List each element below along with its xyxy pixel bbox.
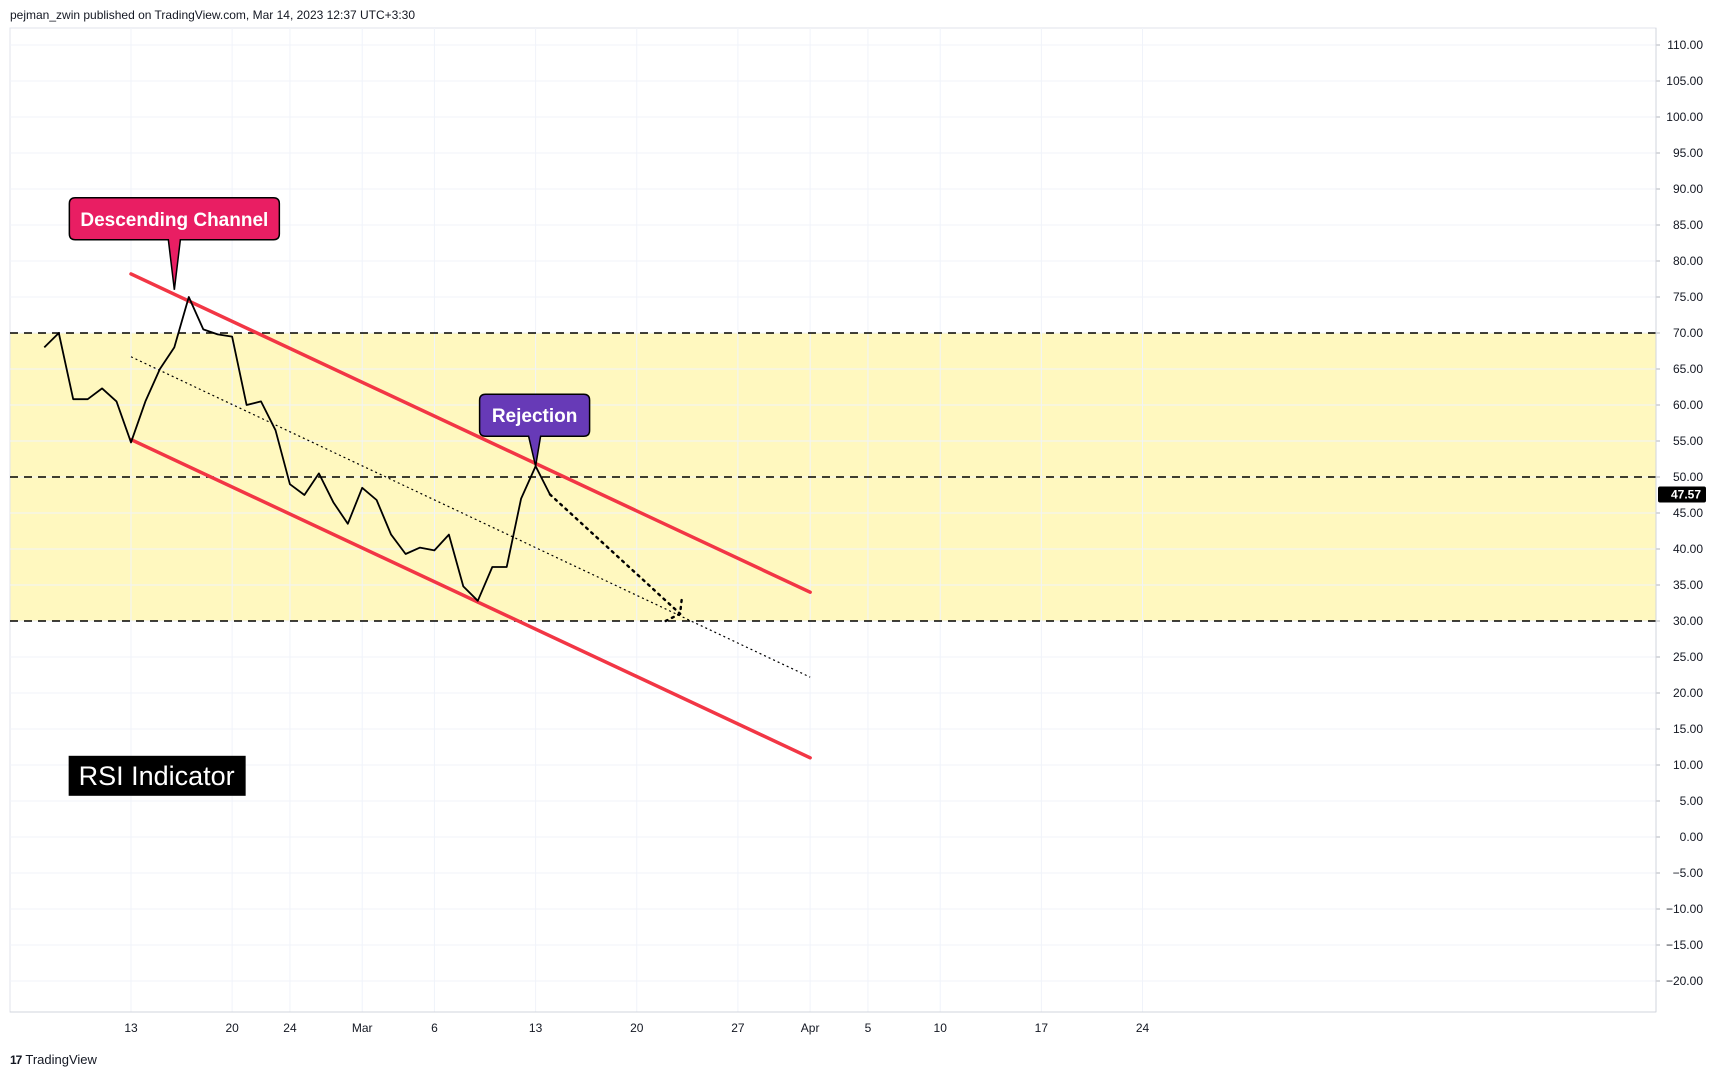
y-tick-label: 10.00 [1673,758,1703,772]
label-bubble [478,393,591,467]
y-tick-label: 75.00 [1673,290,1703,304]
publish-header: pejman_zwin published on TradingView.com… [10,8,416,22]
y-tick-label: 0.00 [1680,830,1704,844]
x-tick-label: 13 [529,1021,543,1035]
y-tick-label: 110.00 [1667,38,1703,52]
x-tick-label: Apr [801,1021,820,1035]
x-tick-label: 24 [1136,1021,1150,1035]
y-tick-label: −10.00 [1666,902,1703,916]
x-tick-label: 27 [731,1021,745,1035]
x-tick-label: Mar [352,1021,373,1035]
y-tick-label: 65.00 [1673,362,1703,376]
tradingview-logo-icon: 17 [10,1052,22,1067]
x-tick-label: 10 [934,1021,948,1035]
y-tick-label: 5.00 [1680,794,1704,808]
label-text: Descending Channel [80,210,268,231]
channel-lower-line[interactable] [129,437,812,760]
channel-midline[interactable] [130,356,811,678]
y-tick-label: 95.00 [1673,146,1703,160]
y-tick-label: 15.00 [1673,722,1703,736]
x-tick-label: 13 [124,1021,138,1035]
title-box-bg [68,755,246,796]
y-tick-label: 35.00 [1673,578,1703,592]
y-tick-label: −5.00 [1673,866,1704,880]
y-tick-label: 85.00 [1673,218,1703,232]
y-tick-label: −15.00 [1666,938,1703,952]
y-tick-label: 25.00 [1673,650,1703,664]
title-box[interactable]: RSI Indicator [68,755,246,796]
current-value-label: 47.57 [1671,487,1701,501]
projection-path[interactable] [548,493,682,615]
x-tick-label: 24 [283,1021,297,1035]
y-tick-label: 80.00 [1673,254,1703,268]
projection-hook[interactable] [664,594,684,623]
x-tick-label: 5 [865,1021,872,1035]
y-tick-label: −20.00 [1666,974,1703,988]
y-tick-label: 70.00 [1673,326,1703,340]
tradingview-footer[interactable]: 17 TradingView [10,1052,97,1067]
y-tick-label: 105.00 [1666,74,1703,88]
y-tick-label: 50.00 [1673,470,1703,484]
y-tick-label: 90.00 [1673,182,1703,196]
label-bubble [68,197,281,290]
y-tick-label: 20.00 [1673,686,1703,700]
y-tick-label: 30.00 [1673,614,1703,628]
y-tick-label: 100.00 [1666,110,1703,124]
rsi-series-line[interactable] [43,296,551,602]
x-tick-label: 17 [1035,1021,1049,1035]
channel-upper-line[interactable] [129,272,812,594]
y-tick-label: 55.00 [1673,434,1703,448]
label-rejection[interactable]: Rejection [478,393,591,467]
label-descending-channel[interactable]: Descending Channel [68,197,281,290]
tradingview-brand: TradingView [25,1052,97,1067]
chart-title: RSI Indicator [79,761,235,791]
y-tick-label: 45.00 [1673,506,1703,520]
y-tick-label: 60.00 [1673,398,1703,412]
current-value-badge [1658,486,1706,503]
label-text: Rejection [492,406,578,427]
x-tick-label: 20 [630,1021,644,1035]
x-tick-label: 6 [431,1021,438,1035]
y-tick-label: 40.00 [1673,542,1703,556]
x-tick-label: 20 [225,1021,239,1035]
